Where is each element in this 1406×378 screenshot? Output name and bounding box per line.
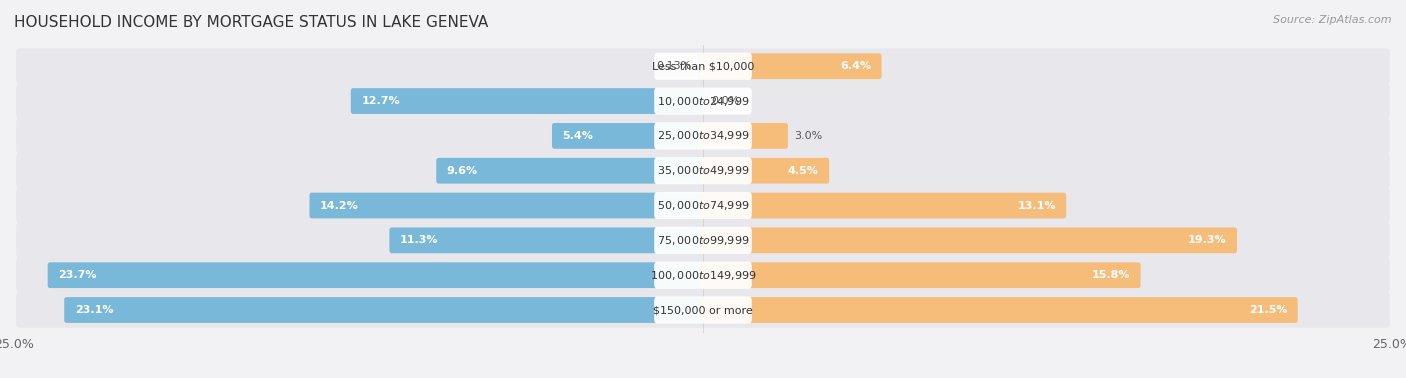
FancyBboxPatch shape (654, 53, 752, 80)
Text: $50,000 to $74,999: $50,000 to $74,999 (657, 199, 749, 212)
FancyBboxPatch shape (553, 123, 706, 149)
Text: $10,000 to $24,999: $10,000 to $24,999 (657, 94, 749, 108)
Text: 14.2%: 14.2% (321, 201, 359, 211)
Text: 15.8%: 15.8% (1091, 270, 1130, 280)
Text: 0.0%: 0.0% (711, 96, 740, 106)
FancyBboxPatch shape (17, 83, 1389, 119)
FancyBboxPatch shape (17, 292, 1389, 328)
Text: $150,000 or more: $150,000 or more (654, 305, 752, 315)
Text: 11.3%: 11.3% (399, 235, 439, 245)
FancyBboxPatch shape (48, 262, 706, 288)
FancyBboxPatch shape (654, 262, 752, 289)
Text: 5.4%: 5.4% (562, 131, 593, 141)
FancyBboxPatch shape (654, 157, 752, 184)
Text: $25,000 to $34,999: $25,000 to $34,999 (657, 129, 749, 143)
FancyBboxPatch shape (17, 188, 1389, 223)
FancyBboxPatch shape (65, 297, 706, 323)
FancyBboxPatch shape (654, 227, 752, 254)
FancyBboxPatch shape (389, 228, 706, 253)
Text: 23.1%: 23.1% (75, 305, 114, 315)
FancyBboxPatch shape (17, 48, 1389, 84)
Text: HOUSEHOLD INCOME BY MORTGAGE STATUS IN LAKE GENEVA: HOUSEHOLD INCOME BY MORTGAGE STATUS IN L… (14, 15, 488, 30)
Text: 21.5%: 21.5% (1249, 305, 1288, 315)
Text: 4.5%: 4.5% (787, 166, 818, 176)
FancyBboxPatch shape (700, 193, 1066, 218)
FancyBboxPatch shape (700, 228, 1237, 253)
Text: 0.13%: 0.13% (657, 61, 692, 71)
FancyBboxPatch shape (352, 88, 706, 114)
Text: 12.7%: 12.7% (361, 96, 399, 106)
FancyBboxPatch shape (654, 122, 752, 149)
Text: Less than $10,000: Less than $10,000 (652, 61, 754, 71)
Text: 3.0%: 3.0% (794, 131, 823, 141)
FancyBboxPatch shape (697, 53, 706, 79)
Text: 9.6%: 9.6% (447, 166, 478, 176)
Text: Source: ZipAtlas.com: Source: ZipAtlas.com (1274, 15, 1392, 25)
FancyBboxPatch shape (17, 257, 1389, 293)
FancyBboxPatch shape (700, 262, 1140, 288)
FancyBboxPatch shape (700, 158, 830, 184)
Text: 6.4%: 6.4% (839, 61, 872, 71)
Text: $100,000 to $149,999: $100,000 to $149,999 (650, 269, 756, 282)
Text: $75,000 to $99,999: $75,000 to $99,999 (657, 234, 749, 247)
Text: 19.3%: 19.3% (1188, 235, 1226, 245)
FancyBboxPatch shape (654, 192, 752, 219)
FancyBboxPatch shape (17, 153, 1389, 189)
Text: $35,000 to $49,999: $35,000 to $49,999 (657, 164, 749, 177)
FancyBboxPatch shape (309, 193, 706, 218)
FancyBboxPatch shape (17, 223, 1389, 258)
FancyBboxPatch shape (700, 297, 1298, 323)
FancyBboxPatch shape (654, 87, 752, 115)
FancyBboxPatch shape (654, 296, 752, 324)
Text: 13.1%: 13.1% (1017, 201, 1056, 211)
FancyBboxPatch shape (17, 118, 1389, 153)
Text: 23.7%: 23.7% (58, 270, 97, 280)
FancyBboxPatch shape (700, 123, 787, 149)
FancyBboxPatch shape (436, 158, 706, 184)
FancyBboxPatch shape (700, 53, 882, 79)
